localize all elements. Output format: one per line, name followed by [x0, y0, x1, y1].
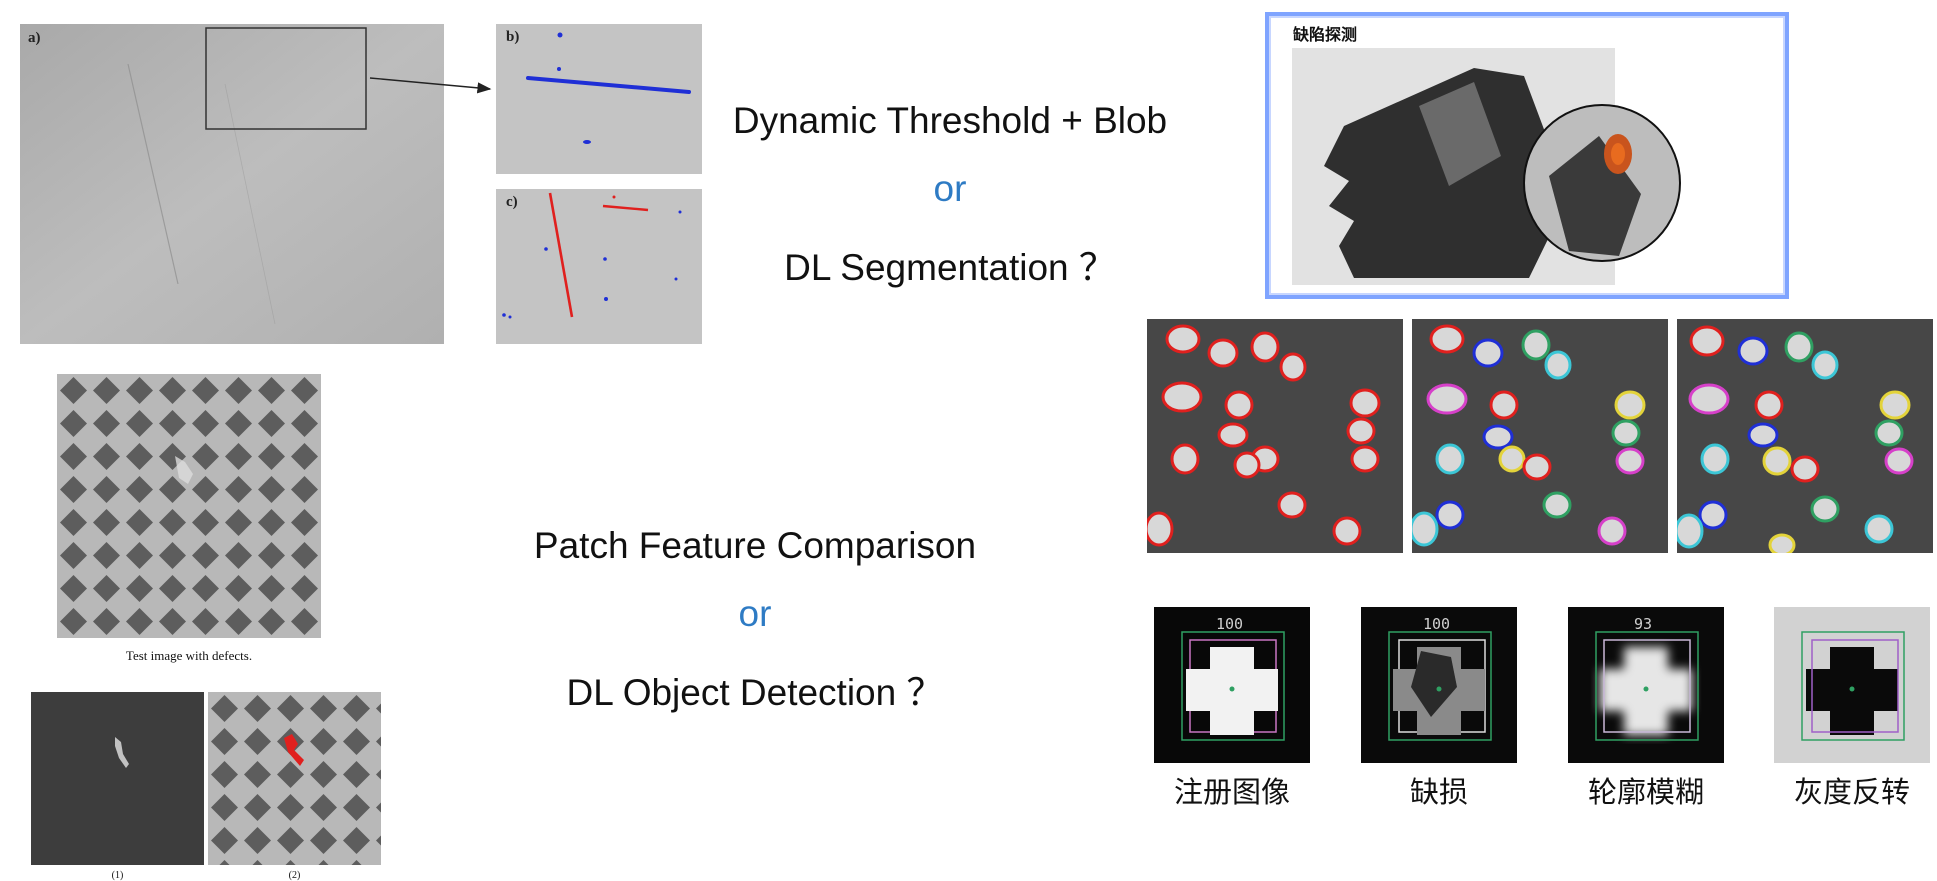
cross-template-damaged: 100 — [1361, 607, 1517, 763]
mesh-sub2-label: (2) — [288, 870, 301, 881]
headline-bottom-line1: Patch Feature Comparison — [533, 525, 977, 566]
mesh-caption: Test image with defects. — [125, 648, 253, 663]
headline-bottom-or: or — [738, 593, 772, 634]
scratch-image-a: a) — [20, 24, 444, 344]
cross-caption-4: 灰度反转 — [1793, 775, 1910, 809]
blob-panel-1 — [1147, 319, 1403, 553]
blob-panel-2 — [1412, 319, 1668, 553]
headline-top-or: or — [933, 168, 967, 209]
panel-c-label: c) — [506, 194, 518, 210]
screw-title: 缺陷探测 — [1293, 25, 1358, 44]
cross-template-blurred: 93 — [1568, 607, 1724, 763]
headline-bottom-line2: DL Object Detection ？ — [566, 672, 944, 713]
blob-panel-3 — [1677, 319, 1933, 553]
scratch-image-b: b) — [496, 24, 702, 174]
cross-score-2: 100 — [1423, 615, 1451, 633]
cross-caption-2: 缺损 — [1409, 775, 1468, 809]
scratch-image-c: c) — [496, 189, 702, 344]
panel-b-label: b) — [506, 29, 520, 45]
zoom-arrow — [369, 77, 492, 94]
cross-caption-3: 轮廓模糊 — [1587, 775, 1704, 809]
cross-template-inverted — [1774, 607, 1930, 763]
screw-detection-frame: 缺陷探测 — [1265, 12, 1789, 299]
headline-top-line1: Dynamic Threshold + Blob — [732, 100, 1168, 141]
cross-score-1: 100 — [1216, 615, 1244, 633]
mesh-overlay-image — [208, 692, 381, 865]
cross-caption-1: 注册图像 — [1173, 775, 1290, 809]
mesh-defect-image — [57, 374, 321, 638]
headline-top-line2: DL Segmentation ？ — [784, 247, 1116, 288]
cross-template-registered: 100 — [1154, 607, 1310, 763]
mesh-diff-image — [31, 692, 204, 865]
panel-a-label: a) — [28, 30, 41, 46]
cross-score-3: 93 — [1634, 615, 1653, 633]
mesh-sub1-label: (1) — [111, 870, 124, 881]
